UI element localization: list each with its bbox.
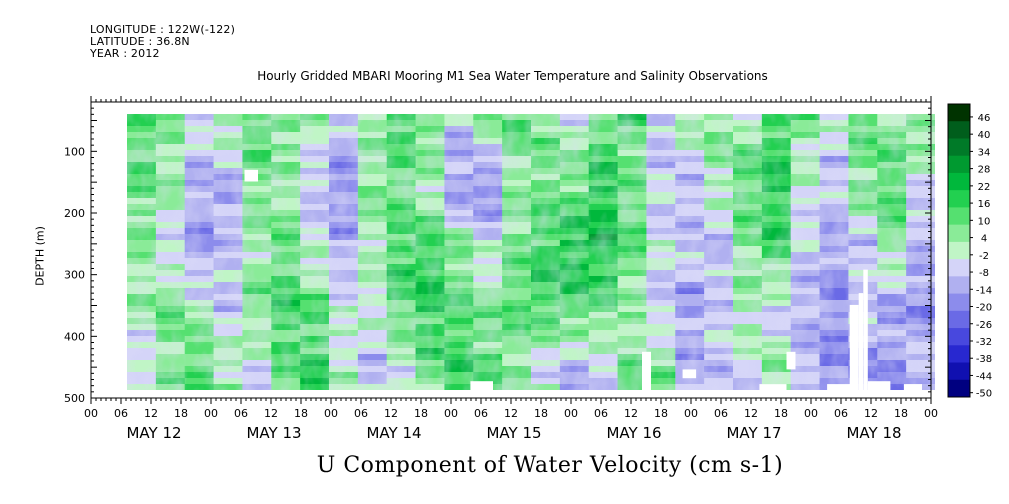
colorbar-label: 34: [978, 147, 991, 158]
colorbar-label: -14: [976, 285, 992, 296]
colorbar-swatch: [948, 276, 970, 295]
colorbar-swatch: [948, 241, 970, 260]
colorbar-label: 40: [978, 130, 991, 141]
x-hour-tick-label: 00: [684, 407, 698, 420]
missing-data-region: [244, 169, 258, 182]
missing-data-region: [867, 381, 891, 390]
missing-data-region: [759, 384, 787, 390]
x-hour-tick-label: 06: [234, 407, 248, 420]
x-hour-tick-label: 00: [444, 407, 458, 420]
colorbar-swatch: [948, 224, 970, 243]
missing-data-region: [827, 384, 855, 390]
missing-data-region: [863, 269, 868, 390]
x-hour-tick-label: 06: [594, 407, 608, 420]
colorbar-swatch: [948, 310, 970, 329]
x-hour-tick-label: 00: [84, 407, 98, 420]
colorbar-swatch: [948, 362, 970, 381]
colorbar-label: 16: [978, 199, 991, 210]
colorbar-label: -2: [979, 251, 989, 262]
x-day-label: MAY 18: [846, 424, 901, 442]
missing-data-region: [903, 384, 922, 390]
x-day-label: MAY 16: [606, 424, 661, 442]
missing-data-region: [858, 293, 864, 390]
x-hour-tick-label: 18: [534, 407, 548, 420]
y-tick-label: 100: [64, 145, 85, 158]
x-day-label: MAY 13: [246, 424, 301, 442]
y-tick-label: 400: [64, 330, 85, 343]
x-hour-tick-label: 12: [144, 407, 158, 420]
colorbar-swatch: [948, 293, 970, 312]
y-tick-label: 500: [64, 392, 85, 405]
heatmap-texture: [127, 114, 935, 390]
x-axis-label: U Component of Water Velocity (cm s-1): [316, 453, 784, 478]
plot-axes: 00 06 12 18 00 06 12 18 00 06 12 18 00 06 12 18 00 06 12 18…: [64, 96, 938, 442]
colorbar-label: -26: [976, 320, 992, 331]
y-tick-label: 200: [64, 207, 85, 220]
x-day-label: MAY 12: [126, 424, 181, 442]
x-hour-tick-label: 00: [324, 407, 338, 420]
x-hour-tick-label: 12: [504, 407, 518, 420]
x-hour-tick-label: 06: [354, 407, 368, 420]
x-hour-tick-label: 12: [744, 407, 758, 420]
x-hour-tick-label: 18: [174, 407, 188, 420]
colorbar-label: 10: [978, 216, 991, 227]
x-hour-tick-label: 12: [384, 407, 398, 420]
colorbar: 46 40 34 28 22 16 10 4 -2 -8 -14 -20 -26 -32 -38 -44 -50: [947, 103, 992, 400]
x-hour-tick-label: 06: [474, 407, 488, 420]
x-hour-tick-label: 18: [774, 407, 788, 420]
colorbar-label: -8: [979, 268, 989, 279]
x-hour-tick-label: 18: [414, 407, 428, 420]
colorbar-swatch: [948, 328, 970, 346]
chart-title: Hourly Gridded MBARI Mooring M1 Sea Wate…: [257, 69, 768, 83]
x-day-label: MAY 14: [366, 424, 421, 442]
x-day-label: MAY 17: [726, 424, 781, 442]
x-hour-tick-label: 12: [624, 407, 638, 420]
colorbar-label: -32: [976, 337, 992, 348]
texture-overlay: [127, 114, 935, 390]
colorbar-label: -50: [976, 389, 992, 400]
colorbar-label: 46: [978, 113, 991, 124]
colorbar-label: 28: [978, 165, 991, 176]
colorbar-swatch: [948, 345, 970, 364]
x-hour-tick-label: 00: [804, 407, 818, 420]
colorbar-label: 4: [981, 234, 987, 245]
x-hour-tick-label: 00: [564, 407, 578, 420]
x-hour-tick-label: 00: [924, 407, 938, 420]
x-hour-tick-label: 06: [834, 407, 848, 420]
missing-data-region: [682, 369, 697, 379]
year-label: YEAR : 2012: [90, 47, 160, 60]
x-hour-tick-label: 18: [894, 407, 908, 420]
x-hour-tick-label: 12: [264, 407, 278, 420]
colorbar-swatch: [948, 172, 970, 191]
colorbar-swatch: [948, 104, 970, 122]
colorbar-label: -44: [976, 371, 992, 382]
colorbar-swatch: [948, 379, 970, 398]
colorbar-swatch: [948, 190, 970, 208]
x-hour-tick-label: 06: [114, 407, 128, 420]
colorbar-swatch: [948, 155, 970, 174]
x-hour-tick-label: 18: [294, 407, 308, 420]
missing-data-region: [642, 351, 651, 390]
missing-data-region: [470, 381, 493, 390]
missing-data-region: [849, 304, 859, 390]
colorbar-label: -38: [976, 354, 992, 365]
colorbar-swatch: [948, 207, 970, 226]
x-hour-tick-label: 00: [204, 407, 218, 420]
x-hour-tick-label: 18: [654, 407, 668, 420]
longitude-label: LONGITUDE : 122W(-122): [90, 23, 236, 36]
x-day-label: MAY 15: [486, 424, 541, 442]
colorbar-label: 22: [978, 182, 991, 193]
x-hour-tick-label: 12: [864, 407, 878, 420]
colorbar-swatch: [948, 138, 970, 157]
latitude-label: LATITUDE : 36.8N: [90, 35, 190, 48]
missing-data-region: [786, 351, 796, 370]
colorbar-label: -20: [976, 303, 992, 314]
colorbar-swatch: [948, 121, 970, 139]
missing-data-regions: [244, 169, 922, 390]
x-hour-tick-label: 06: [714, 407, 728, 420]
colorbar-frame: [947, 103, 971, 398]
y-tick-label: 300: [64, 269, 85, 282]
colorbar-swatch: [948, 259, 970, 277]
